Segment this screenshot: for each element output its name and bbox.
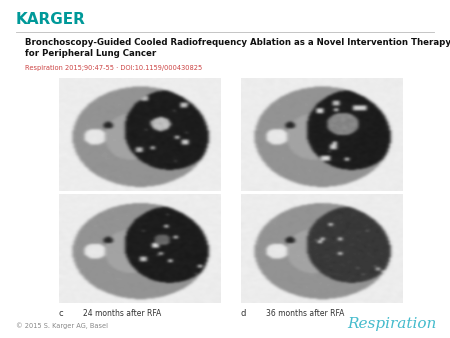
Text: Before RFA: Before RFA <box>83 197 125 206</box>
Text: Bronchoscopy-Guided Cooled Radiofrequency Ablation as a Novel Intervention Thera: Bronchoscopy-Guided Cooled Radiofrequenc… <box>25 38 450 58</box>
Text: b: b <box>241 197 246 206</box>
Text: 3 months after RFA: 3 months after RFA <box>266 197 339 206</box>
Text: 36 months after RFA: 36 months after RFA <box>266 309 344 318</box>
Text: a: a <box>58 197 63 206</box>
Text: © 2015 S. Karger AG, Basel: © 2015 S. Karger AG, Basel <box>16 322 108 329</box>
Text: KARGER: KARGER <box>16 12 86 27</box>
Text: c: c <box>58 309 63 318</box>
Text: 24 months after RFA: 24 months after RFA <box>83 309 162 318</box>
Text: Respiration 2015;90:47-55 · DOI:10.1159/000430825: Respiration 2015;90:47-55 · DOI:10.1159/… <box>25 65 202 71</box>
Text: Respiration: Respiration <box>347 317 436 331</box>
Text: d: d <box>241 309 246 318</box>
